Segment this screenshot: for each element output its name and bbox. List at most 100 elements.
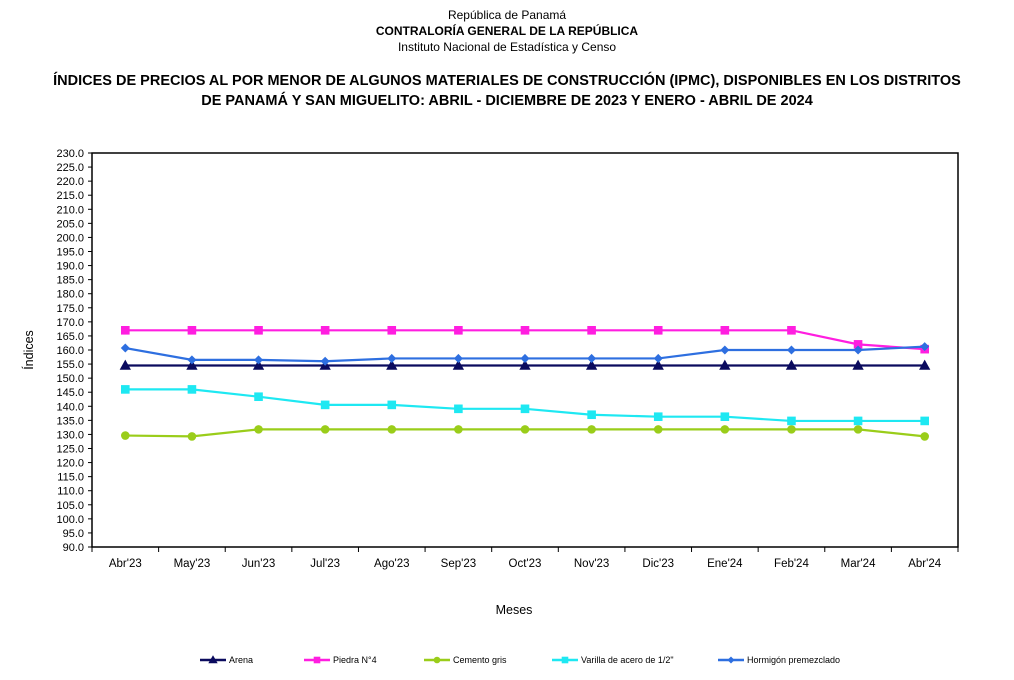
y-tick-label: 100.0 bbox=[56, 514, 84, 526]
y-tick-label: 115.0 bbox=[57, 472, 84, 484]
legend: Arena Piedra N°4 Cemento gris Varilla de ac… bbox=[200, 655, 840, 665]
y-tick-label: 105.0 bbox=[56, 500, 84, 512]
data-point bbox=[786, 345, 796, 355]
y-tick-label: 160.0 bbox=[56, 345, 84, 357]
x-tick-label: Dic'23 bbox=[642, 558, 674, 570]
legend-label: Arena bbox=[229, 655, 253, 665]
y-axis-label: Índices bbox=[21, 330, 36, 370]
x-tick-label: Ago'23 bbox=[374, 558, 409, 570]
data-point bbox=[454, 404, 463, 414]
x-tick-label: Abr'23 bbox=[109, 558, 142, 570]
data-point bbox=[320, 356, 330, 366]
data-point bbox=[653, 412, 663, 421]
data-point bbox=[852, 359, 864, 370]
data-point bbox=[121, 385, 130, 394]
chart-title-line1: ÍNDICES DE PRECIOS AL POR MENOR DE ALGUN… bbox=[53, 73, 961, 89]
data-point bbox=[320, 326, 330, 335]
header-country: República de Panamá bbox=[447, 8, 567, 22]
legend-label: Hormigón premezclado bbox=[747, 655, 840, 665]
legend-item: Hormigón premezclado bbox=[718, 655, 840, 665]
data-point bbox=[187, 355, 197, 365]
y-tick-label: 180.0 bbox=[56, 289, 84, 301]
x-tick-label: Oct'23 bbox=[509, 558, 542, 570]
legend-label: Cemento gris bbox=[453, 655, 507, 665]
data-point bbox=[785, 359, 798, 370]
data-point bbox=[387, 400, 397, 410]
series-2 bbox=[121, 425, 929, 441]
data-point bbox=[320, 400, 330, 410]
data-point bbox=[386, 359, 398, 370]
y-tick-label: 95.0 bbox=[63, 528, 84, 540]
data-point bbox=[121, 326, 130, 335]
data-point bbox=[520, 404, 530, 414]
y-tick-label: 140.0 bbox=[56, 401, 84, 413]
data-point bbox=[587, 425, 596, 434]
data-point bbox=[119, 359, 131, 370]
data-point bbox=[720, 425, 730, 434]
x-axis: Abr'23 May'23 Jun'23 Jul'23 Ago'23 Sep'23 Oct'… bbox=[91, 547, 959, 570]
data-point bbox=[120, 343, 130, 353]
y-tick-label: 220.0 bbox=[56, 176, 84, 188]
data-point bbox=[920, 342, 930, 352]
header-institution: CONTRALORÍA GENERAL DE LA REPÚBLICA bbox=[375, 24, 639, 38]
data-point bbox=[719, 359, 731, 370]
x-axis-label: Meses bbox=[496, 603, 533, 617]
data-point bbox=[720, 326, 730, 335]
legend-label: Piedra N°4 bbox=[333, 655, 377, 665]
series-3 bbox=[121, 385, 929, 426]
data-point bbox=[520, 425, 530, 434]
data-point bbox=[653, 326, 663, 335]
legend-item: Varilla de acero de 1/2" bbox=[552, 655, 674, 665]
data-point bbox=[920, 416, 929, 426]
x-tick-label: Nov'23 bbox=[574, 558, 609, 570]
data-point bbox=[587, 326, 596, 335]
y-tick-label: 150.0 bbox=[56, 373, 84, 385]
y-tick-label: 205.0 bbox=[56, 218, 84, 230]
y-tick-label: 155.0 bbox=[56, 359, 84, 371]
y-tick-label: 190.0 bbox=[56, 261, 84, 273]
data-point bbox=[585, 359, 598, 370]
data-point bbox=[727, 656, 735, 664]
x-tick-label: Sep'23 bbox=[441, 558, 476, 570]
data-point bbox=[720, 412, 730, 421]
data-point bbox=[387, 326, 397, 335]
y-tick-label: 130.0 bbox=[56, 429, 84, 441]
data-point bbox=[313, 656, 321, 664]
chart-title-line2: DE PANAMÁ Y SAN MIGUELITO: ABRIL - DICIE… bbox=[201, 93, 813, 109]
data-point bbox=[853, 425, 863, 434]
data-point bbox=[520, 326, 530, 335]
legend-item: Piedra N°4 bbox=[304, 655, 377, 665]
x-tick-label: May'23 bbox=[174, 558, 211, 570]
y-tick-label: 195.0 bbox=[56, 247, 84, 259]
y-tick-label: 170.0 bbox=[56, 317, 84, 329]
series-0 bbox=[119, 359, 931, 370]
data-point bbox=[653, 425, 663, 434]
data-point bbox=[387, 425, 397, 434]
data-point bbox=[787, 416, 796, 426]
data-point bbox=[653, 353, 663, 363]
data-point bbox=[186, 359, 198, 370]
y-tick-label: 215.0 bbox=[56, 190, 84, 202]
data-point bbox=[387, 353, 397, 363]
data-point bbox=[520, 353, 530, 363]
data-point bbox=[320, 425, 330, 434]
data-point bbox=[452, 359, 465, 370]
data-point bbox=[187, 385, 197, 394]
data-point bbox=[254, 425, 263, 434]
data-point bbox=[919, 359, 931, 370]
legend-label: Varilla de acero de 1/2" bbox=[581, 655, 674, 665]
x-tick-label: Feb'24 bbox=[774, 558, 809, 570]
y-tick-label: 185.0 bbox=[56, 275, 84, 287]
x-tick-label: Abr'24 bbox=[908, 558, 941, 570]
y-tick-label: 200.0 bbox=[56, 232, 84, 244]
data-point bbox=[254, 326, 263, 335]
y-tick-label: 135.0 bbox=[56, 415, 84, 427]
y-tick-label: 120.0 bbox=[56, 458, 84, 470]
legend-item: Arena bbox=[200, 655, 253, 665]
y-tick-label: 145.0 bbox=[56, 387, 84, 399]
x-tick-label: Jul'23 bbox=[310, 558, 340, 570]
data-point bbox=[252, 359, 265, 370]
data-point bbox=[920, 432, 929, 441]
x-tick-label: Mar'24 bbox=[841, 558, 876, 570]
